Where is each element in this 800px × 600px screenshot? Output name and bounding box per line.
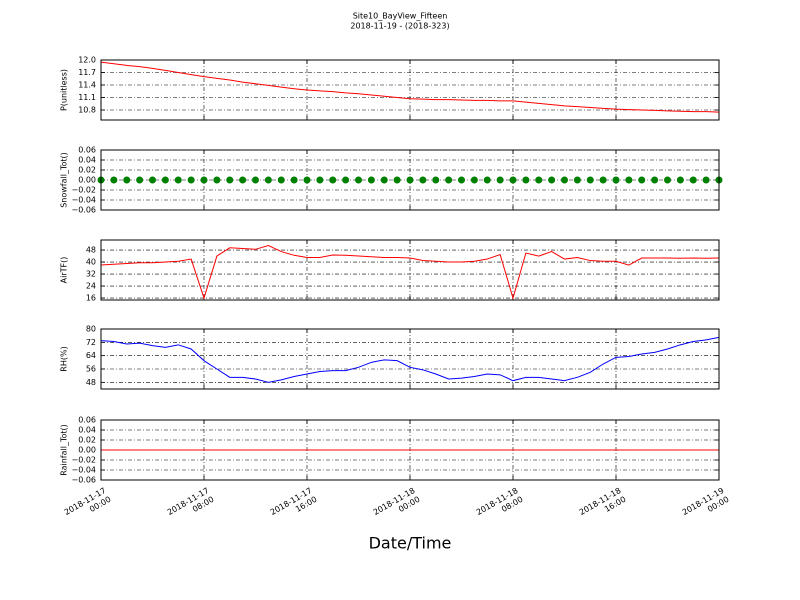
data-point (586, 176, 594, 184)
data-point (535, 176, 543, 184)
y-tick-label: 24 (86, 282, 96, 291)
data-point (342, 176, 350, 184)
y-tick-label: 64 (86, 351, 96, 360)
data-point (561, 176, 568, 184)
y-tick-label: 72 (86, 338, 96, 347)
y-axis-label: RH(%) (60, 346, 69, 371)
y-tick-label: −0.06 (71, 206, 96, 215)
y-tick-label: −0.02 (71, 186, 96, 195)
data-point (651, 176, 659, 184)
axes-frame (100, 59, 720, 121)
data-point (367, 176, 375, 184)
data-point (252, 176, 259, 184)
data-point (239, 176, 247, 184)
y-tick-label: 10.8 (78, 106, 96, 115)
data-point (406, 176, 414, 184)
data-point (432, 176, 440, 184)
y-tick-label: 12.0 (78, 56, 96, 65)
y-tick-label: 40 (86, 258, 96, 267)
data-point (548, 176, 556, 184)
data-point (123, 176, 131, 184)
data-point (689, 176, 697, 184)
data-point (355, 176, 362, 184)
data-point (470, 176, 478, 184)
data-point (200, 176, 208, 184)
data-point (174, 176, 182, 184)
y-tick-label: 48 (86, 246, 96, 255)
data-point (161, 176, 169, 184)
data-point (187, 176, 195, 184)
data-point (393, 176, 401, 184)
data-point (419, 176, 427, 184)
y-tick-label: 11.1 (78, 93, 96, 102)
chart-title: Site10_BayView_Fifteen (353, 12, 448, 21)
data-point (638, 176, 646, 184)
data-point (290, 176, 298, 184)
axes-frame (100, 149, 720, 211)
y-tick-label: 0.04 (78, 426, 96, 435)
y-axis-label: AirTF() (60, 257, 69, 284)
y-tick-label: 0.06 (78, 416, 96, 425)
axes-frame (100, 419, 720, 481)
data-point (226, 176, 234, 184)
data-point (612, 176, 620, 184)
data-point (522, 176, 530, 184)
data-point (136, 176, 144, 184)
chart-subtitle: 2018-11-19 - (2018-323) (350, 22, 449, 31)
y-tick-label: −0.04 (71, 466, 96, 475)
data-point (329, 176, 337, 184)
y-axis-label: Snowfall_Tot() (60, 152, 69, 208)
data-point (277, 176, 285, 184)
x-axis-label: Date/Time (369, 534, 452, 553)
y-tick-label: −0.04 (71, 196, 96, 205)
y-tick-label: 11.4 (78, 81, 96, 90)
y-tick-label: −0.06 (71, 476, 96, 485)
y-tick-label: 0.00 (78, 446, 96, 455)
data-point (264, 176, 272, 184)
data-point (664, 176, 671, 184)
data-point (303, 176, 311, 184)
data-point (213, 176, 221, 184)
y-tick-label: 0.02 (78, 166, 96, 175)
y-tick-label: 0.02 (78, 436, 96, 445)
data-point (110, 176, 118, 184)
data-line (100, 245, 720, 300)
data-point (702, 176, 710, 184)
axes-frame (100, 239, 720, 301)
data-point (676, 176, 684, 184)
data-point (509, 176, 517, 184)
y-tick-label: 56 (86, 365, 96, 374)
data-line (100, 336, 720, 383)
y-tick-label: 0.06 (78, 146, 96, 155)
data-point (458, 176, 465, 184)
y-tick-label: 0.00 (78, 176, 96, 185)
axes-frame (100, 328, 720, 390)
data-point (316, 176, 324, 184)
y-tick-label: 80 (86, 325, 96, 334)
y-tick-label: −0.02 (71, 456, 96, 465)
y-axis-label: P(unitless) (60, 69, 69, 111)
data-line (100, 61, 720, 113)
y-tick-label: 16 (86, 294, 96, 303)
y-axis-label: Rainfall_Tot() (60, 424, 69, 476)
data-point (625, 176, 633, 184)
data-point (483, 176, 491, 184)
data-point (445, 176, 453, 184)
data-point (380, 176, 388, 184)
data-point (496, 176, 504, 184)
y-tick-label: 11.7 (78, 68, 96, 77)
data-point (573, 176, 581, 184)
data-point (599, 176, 607, 184)
y-tick-label: 0.04 (78, 156, 96, 165)
data-point (149, 176, 156, 184)
y-tick-label: 32 (86, 270, 96, 279)
y-tick-label: 48 (86, 378, 96, 387)
